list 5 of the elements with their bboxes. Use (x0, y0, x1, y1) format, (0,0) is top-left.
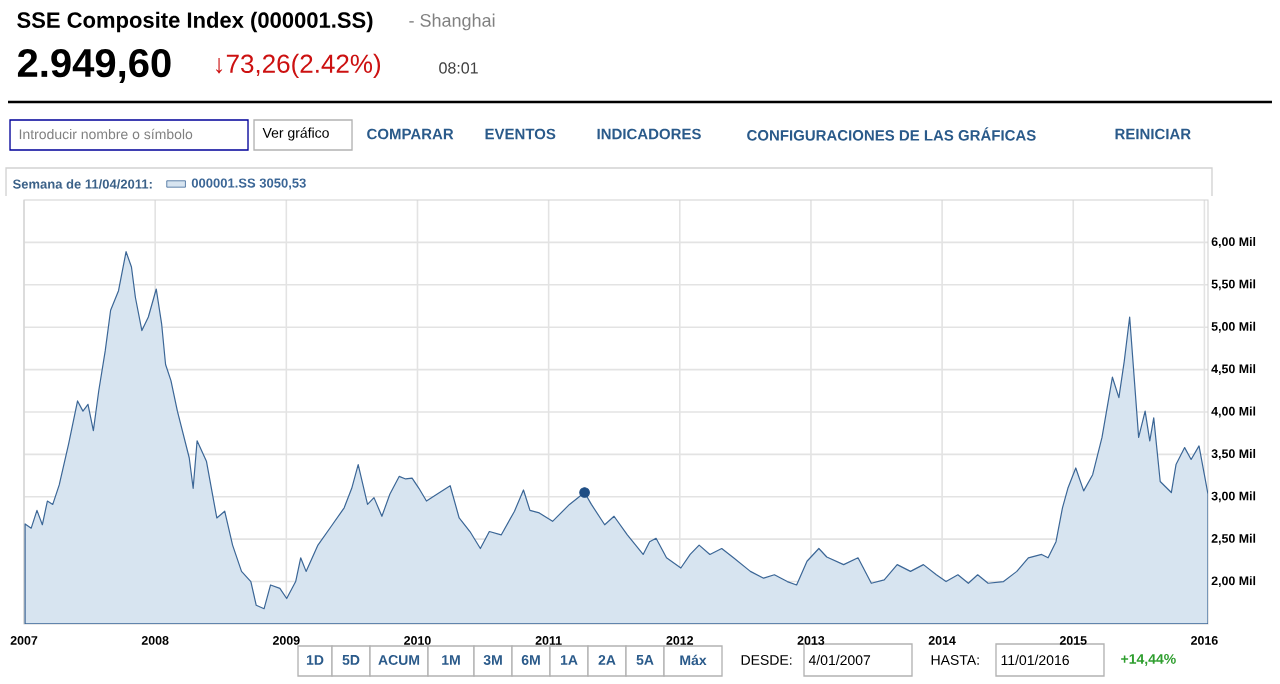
text: 2.949,60 (17, 48, 171, 84)
text: ↓73,26(2.42%) (216, 53, 381, 79)
chart-title: SSE Composite Index (000001.SS) (17, 11, 373, 33)
text: 08:01 (439, 62, 478, 74)
chart-subtitle: - Shanghai (409, 13, 495, 31)
